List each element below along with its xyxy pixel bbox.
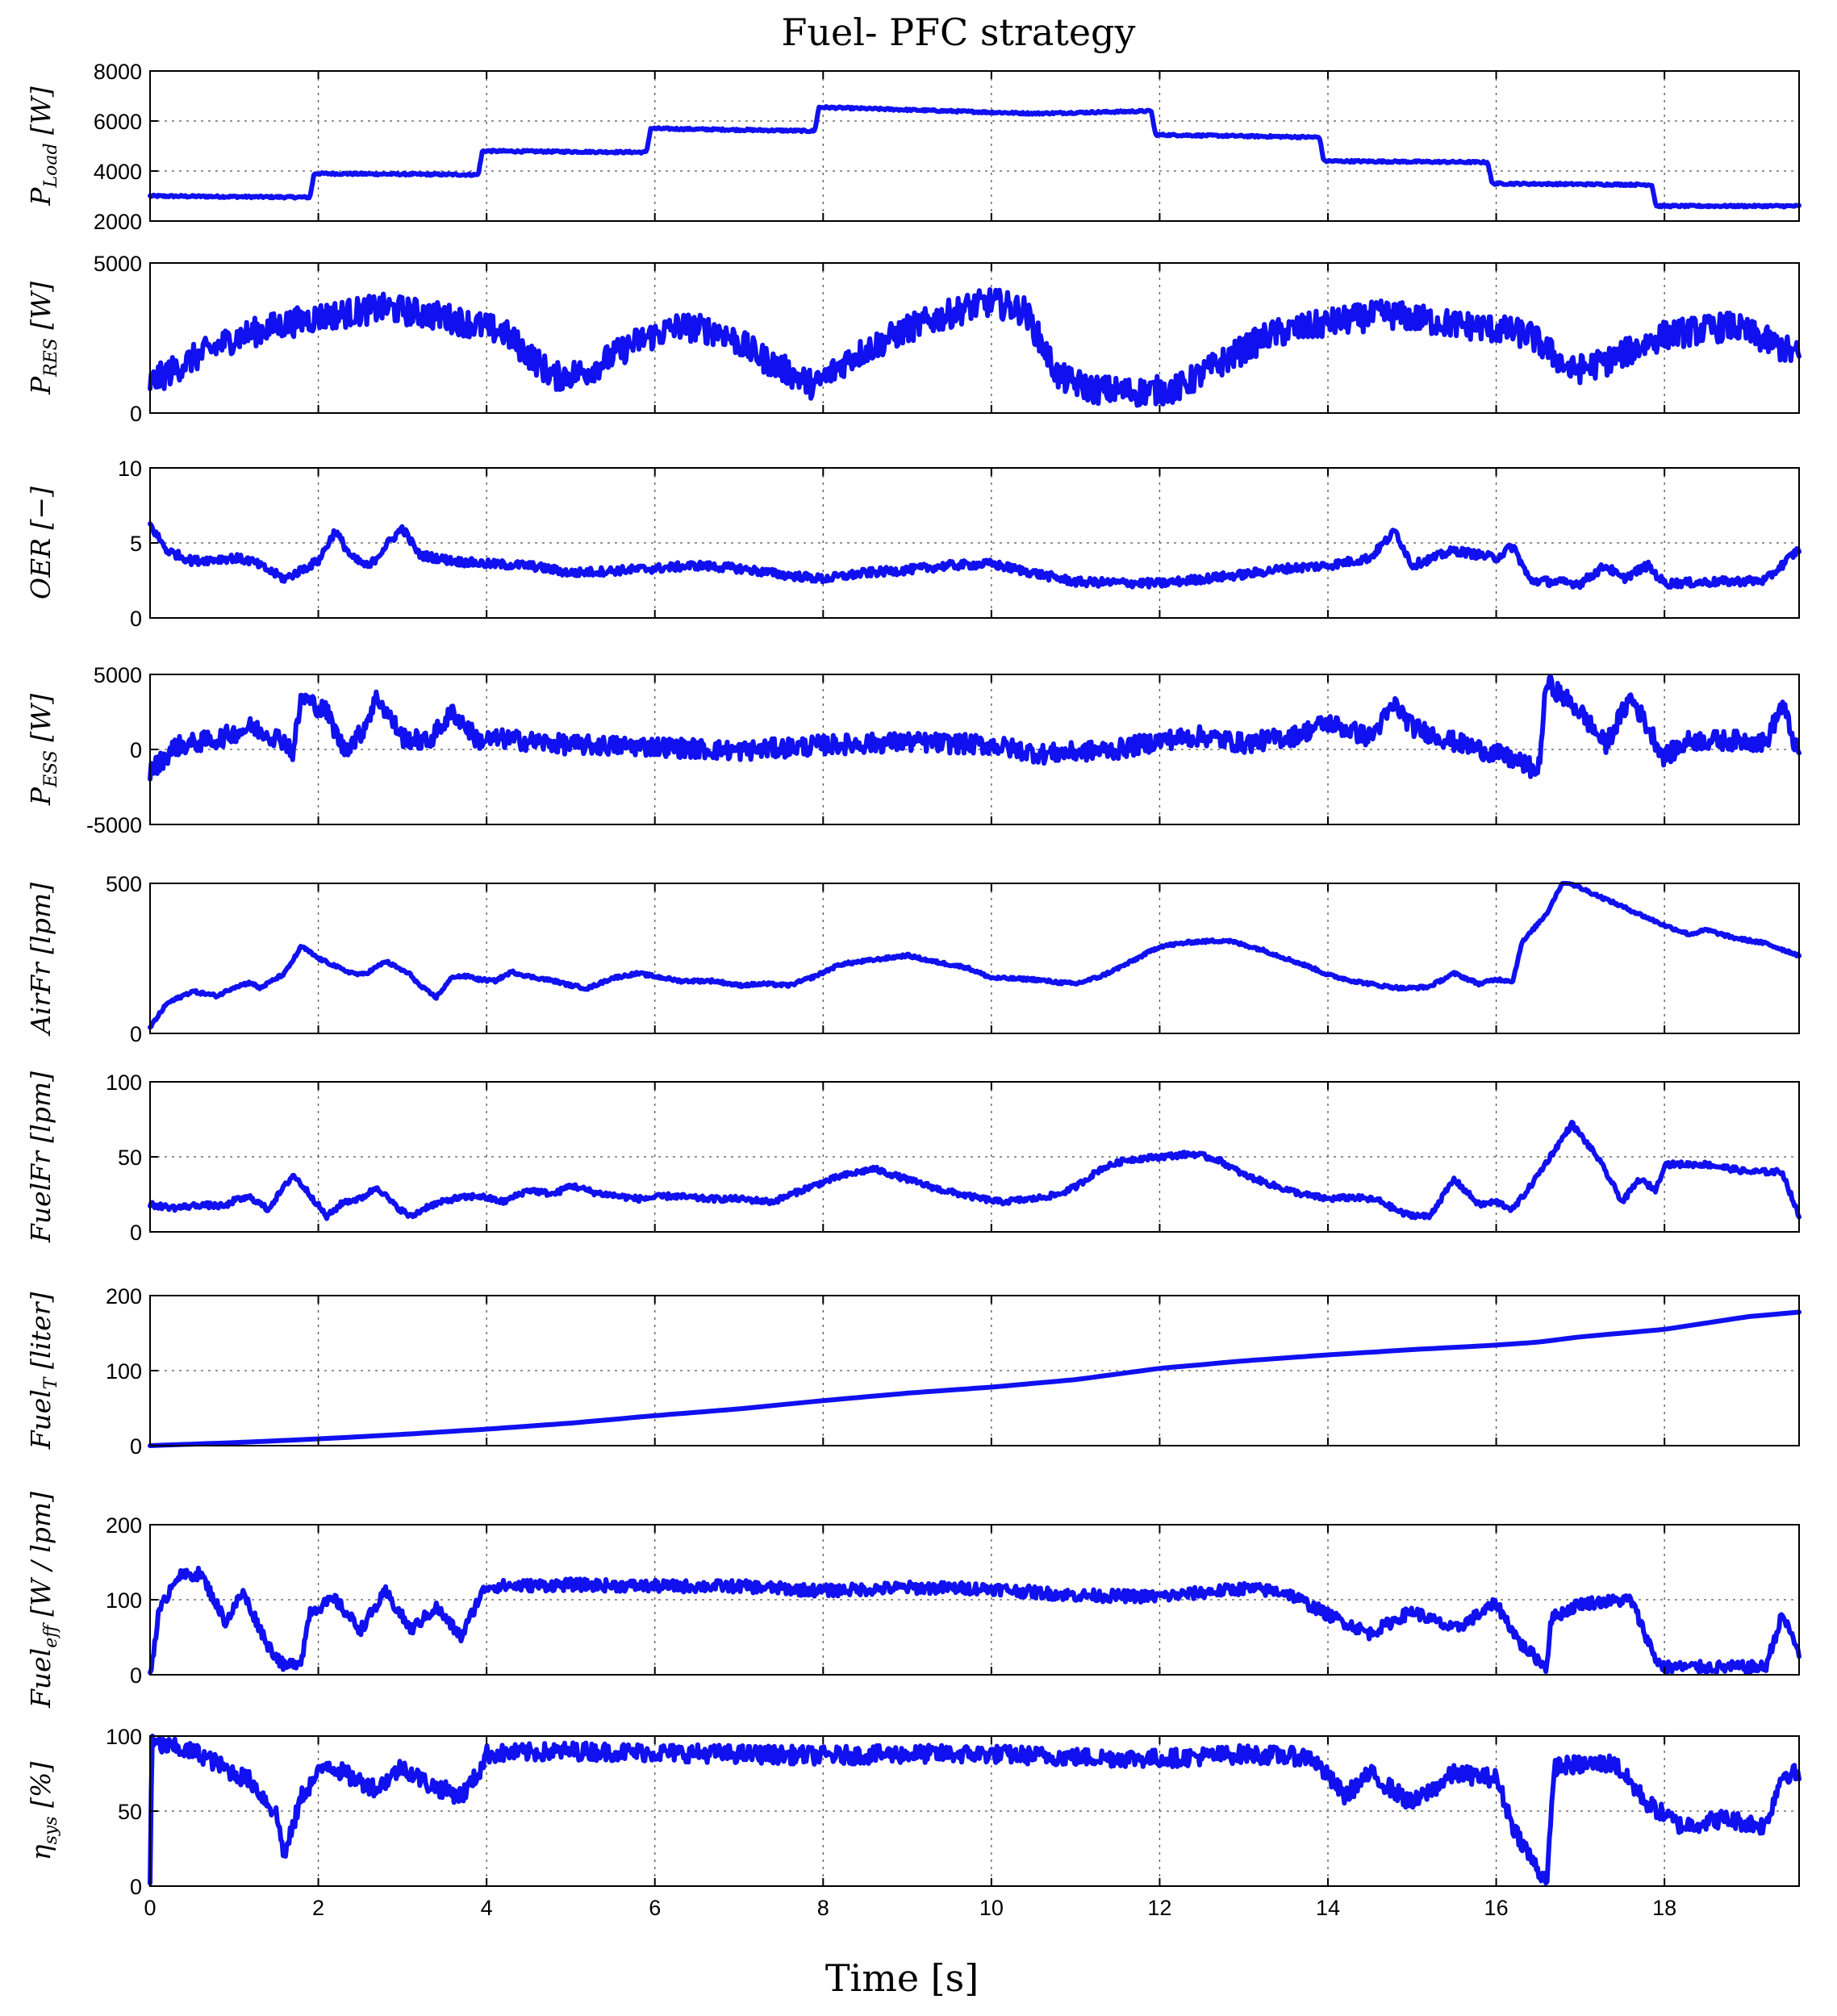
y-tick-label: 5000 — [94, 663, 142, 687]
y-tick-label: 0 — [130, 1663, 142, 1688]
y-axis-label-main: P — [25, 376, 56, 395]
panel-pres: 0 5000 PRES [W] — [25, 252, 1802, 426]
y-axis-label-subscript: eff — [41, 1622, 61, 1648]
x-tick-label: 10 — [979, 1896, 1004, 1920]
y-axis-label-subscript: ESS — [41, 750, 61, 788]
y-tick-label: 200 — [106, 1284, 142, 1309]
y-axis-label-main: OER — [25, 538, 56, 599]
y-axis-label-main: AirFr — [25, 961, 56, 1037]
x-tick-label: 8 — [817, 1896, 829, 1920]
y-tick-label: 100 — [106, 1725, 142, 1749]
y-axis-label-main: Fuel — [25, 1389, 56, 1450]
series-line-fueleff — [148, 1565, 1802, 1676]
figure-title: Fuel- PFC strategy — [782, 10, 1136, 54]
x-tick-label: 0 — [144, 1896, 156, 1920]
y-axis-label-pess: PESS [W] — [25, 694, 61, 806]
panel-pess: -5000 0 5000 PESS [W] — [25, 663, 1802, 837]
y-axis-label-pload: PLoad [W] — [25, 86, 61, 207]
y-axis-label-unit: [W] — [25, 694, 56, 750]
y-axis-label-etasys: ηsys [%] — [25, 1762, 61, 1861]
y-axis-label-fueleff: Fueleff [W / lpm] — [25, 1492, 61, 1709]
y-tick-label: 0 — [130, 607, 142, 631]
y-tick-label: 100 — [106, 1071, 142, 1095]
panel-oer: 0 5 10 OER [−] — [25, 457, 1802, 631]
y-tick-label: 50 — [118, 1800, 142, 1824]
y-tick-label: 0 — [130, 1221, 142, 1245]
x-tick-label: 16 — [1484, 1896, 1509, 1920]
y-tick-label: 0 — [130, 738, 142, 762]
y-tick-label: 0 — [130, 402, 142, 426]
y-axis-label-subscript: sys — [41, 1816, 61, 1844]
x-tick-label: 6 — [649, 1896, 661, 1920]
y-axis-label-unit: [%] — [25, 1762, 56, 1817]
panel-airfr: 0 500 AirFr [lpm] — [25, 872, 1802, 1046]
y-axis-label-unit: [−] — [25, 486, 56, 538]
y-axis-label-unit: [W] — [25, 86, 56, 143]
y-tick-label: 50 — [118, 1146, 142, 1170]
y-axis-label-main: η — [25, 1844, 56, 1860]
y-axis-label-fuelt: FuelT [liter] — [25, 1292, 61, 1450]
y-axis-label-main: Fuel — [25, 1648, 56, 1709]
x-tick-label: 4 — [481, 1896, 493, 1920]
y-axis-label-unit: [liter] — [25, 1292, 56, 1377]
panel-etasys: 0 50 100 ηsys [%] — [25, 1725, 1802, 1899]
panel-fueleff: 0 100 200 Fueleff [W / lpm] — [25, 1492, 1802, 1709]
y-axis-label-main: P — [25, 187, 56, 207]
y-axis-label-fuelfr: FuelFr [lpm] — [25, 1071, 56, 1243]
y-axis-label-subscript: T — [41, 1375, 61, 1389]
axes-box-pload — [149, 70, 1800, 222]
x-tick-label: 2 — [312, 1896, 324, 1920]
series-line-airfr — [148, 881, 1802, 1030]
y-tick-label: 10 — [118, 457, 142, 481]
y-tick-label: -5000 — [86, 813, 142, 837]
x-tick-label: 14 — [1316, 1896, 1340, 1920]
y-axis-label-subscript: RES — [41, 338, 61, 378]
y-tick-label: 0 — [130, 1022, 142, 1046]
y-tick-label: 5 — [130, 532, 142, 556]
y-tick-label: 500 — [106, 872, 142, 896]
y-tick-label: 200 — [106, 1513, 142, 1538]
y-tick-label: 8000 — [94, 60, 142, 84]
series-line-fuelfr — [148, 1120, 1802, 1221]
y-tick-label: 2000 — [94, 210, 142, 234]
y-tick-label: 100 — [106, 1588, 142, 1613]
axes-box-pres — [149, 262, 1800, 414]
y-tick-label: 100 — [106, 1359, 142, 1384]
y-axis-label-unit: [lpm] — [25, 883, 56, 962]
axes-box-airfr — [149, 883, 1800, 1034]
y-axis-label-subscript: Load — [41, 143, 61, 188]
y-axis-label-pres: PRES [W] — [25, 282, 61, 395]
y-tick-label: 6000 — [94, 110, 142, 134]
y-tick-label: 5000 — [94, 252, 142, 276]
panel-fuelt: 0 100 200 FuelT [liter] — [25, 1284, 1802, 1459]
y-tick-label: 0 — [130, 1875, 142, 1899]
panel-pload: 2000 4000 6000 8000 PLoad [W] — [25, 60, 1802, 234]
series-line-pres — [148, 287, 1802, 408]
x-tick-label: 12 — [1147, 1896, 1171, 1920]
y-axis-label-main: FuelFr — [25, 1150, 56, 1243]
y-axis-label-main: P — [25, 787, 56, 806]
y-axis-label-unit: [W] — [25, 282, 56, 338]
x-tick-label: 18 — [1652, 1896, 1676, 1920]
panel-fuelfr: 0 50 100 FuelFr [lpm] — [25, 1071, 1802, 1245]
y-axis-label-oer: OER [−] — [25, 486, 56, 599]
y-axis-label-unit: [W / lpm] — [25, 1492, 56, 1625]
y-tick-label: 0 — [130, 1434, 142, 1459]
series-line-oer — [148, 521, 1802, 591]
y-axis-label-airfr: AirFr [lpm] — [25, 883, 56, 1037]
series-line-etasys — [148, 1734, 1802, 1886]
series-line-pload — [148, 104, 1802, 210]
series-line-fuelt — [148, 1309, 1802, 1448]
series-line-pess — [148, 674, 1802, 782]
y-tick-label: 4000 — [94, 160, 142, 184]
y-axis-label-unit: [lpm] — [25, 1071, 56, 1151]
x-tick-labels: 0 2 4 6 8 10 12 14 16 18 — [144, 1896, 1676, 1920]
x-axis-label: Time [s] — [825, 1956, 979, 2000]
